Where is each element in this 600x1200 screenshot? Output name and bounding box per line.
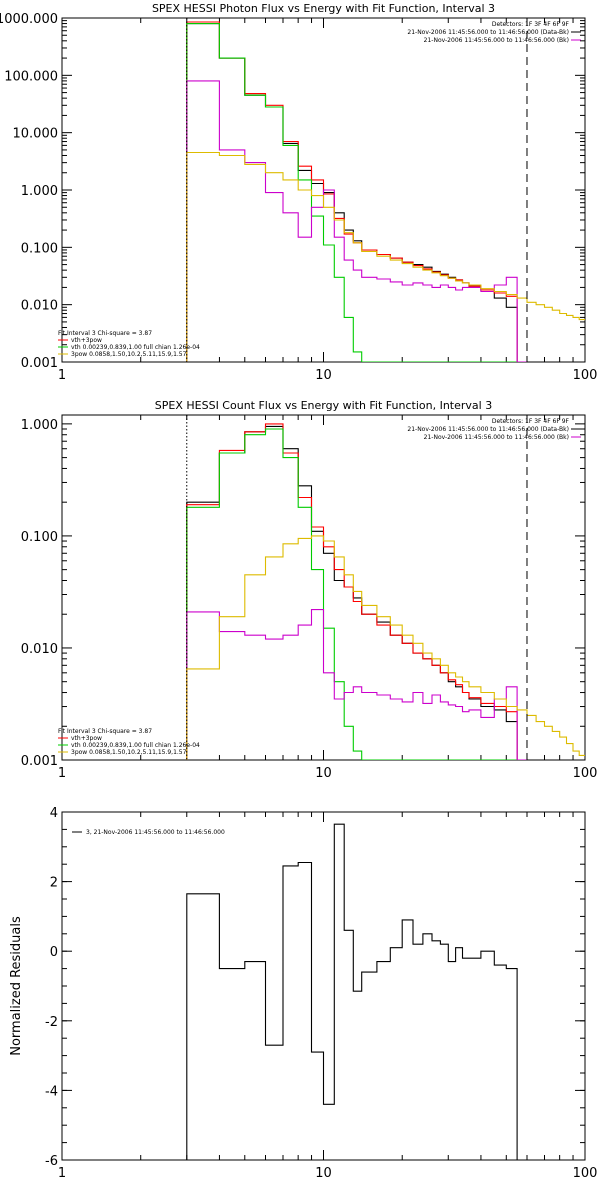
x-tick-label: 1 (58, 368, 66, 383)
y-tick-label: 0.001 (21, 356, 58, 371)
legend-header: Detectors: 1F 3F 4F 6F 9F (492, 21, 570, 28)
series-line-3 (186, 80, 527, 362)
x-tick-label: 10 (315, 766, 332, 781)
x-tick-label: 1 (58, 1166, 66, 1181)
series-line-0 (186, 823, 527, 1160)
fit-info-header: Fit Interval 3 Chi-square = 3.87 (58, 330, 152, 337)
y-tick-label: 0.010 (21, 642, 58, 657)
legend-entry: 3pow 0.0858,1.50,10.2,5.11,15.9,1.57 (71, 749, 187, 756)
y-tick-label: -2 (45, 1015, 58, 1030)
y-axis-label: Normalized Residuals (9, 916, 24, 1056)
series-line-0 (186, 23, 527, 362)
y-tick-label: 4 (50, 806, 58, 821)
series-line-2 (186, 428, 527, 760)
legend-entry: 21-Nov-2006 11:45:56.000 to 11:46:56.000… (424, 37, 569, 44)
photon-flux-panel: SPEX HESSI Photon Flux vs Energy with Fi… (0, 2, 597, 383)
y-tick-label: -6 (45, 1154, 58, 1169)
series-group (186, 823, 527, 1160)
y-tick-label: 1000.000 (0, 12, 58, 27)
chart-title: SPEX HESSI Count Flux vs Energy with Fit… (155, 399, 492, 412)
plot-frame (61, 811, 586, 1161)
series-line-1 (186, 21, 527, 362)
series-group (186, 423, 585, 760)
y-tick-label: 0 (50, 945, 58, 960)
legend-entry: 3pow 0.0858,1.50,10.2,5.11,15.9,1.57 (71, 351, 187, 358)
y-tick-label: -4 (45, 1084, 58, 1099)
y-tick-label: 1.000 (21, 418, 58, 433)
legend-entry: vth+3pow (71, 735, 102, 742)
y-tick-label: 0.010 (21, 299, 58, 314)
fit-info-header: Fit Interval 3 Chi-square = 3.87 (58, 728, 152, 735)
series-group (186, 21, 585, 362)
count-flux-panel: SPEX HESSI Count Flux vs Energy with Fit… (21, 399, 598, 781)
x-tick-label: 100 (573, 766, 598, 781)
legend-header: Detectors: 1F 3F 4F 6F 9F (492, 418, 570, 425)
x-tick-label: 1 (58, 766, 66, 781)
series-line-4 (186, 151, 585, 362)
legend-entry: 21-Nov-2006 11:45:56.000 to 11:46:56.000… (424, 434, 569, 441)
legend-entry: vth+3pow (71, 337, 102, 344)
legend-entry: vth 0.00239,0.839,1.00 full chian 1.26e-… (71, 344, 200, 351)
series-line-4 (186, 535, 585, 760)
x-tick-label: 10 (315, 1166, 332, 1181)
y-tick-label: 0.100 (21, 530, 58, 545)
legend-entry: 21-Nov-2006 11:45:56.000 to 11:46:56.000… (407, 29, 569, 36)
y-tick-label: 10.000 (13, 127, 59, 142)
x-tick-label: 100 (573, 1166, 598, 1181)
y-tick-label: 100.000 (4, 69, 58, 84)
legend-entry: 3, 21-Nov-2006 11:45:56.000 to 11:46:56.… (86, 829, 225, 836)
x-tick-label: 10 (315, 368, 332, 383)
series-line-3 (186, 609, 527, 760)
y-tick-label: 2 (50, 876, 58, 891)
series-line-2 (186, 23, 527, 362)
residuals-panel: Normalized Residuals 1 10 100 -6 -4 -2 0 2 4 3, 21… (9, 806, 597, 1181)
legend-entry: vth 0.00239,0.839,1.00 full chian 1.26e-… (71, 742, 200, 749)
y-tick-label: 0.001 (21, 754, 58, 769)
y-tick-label: 0.100 (21, 241, 58, 256)
x-tick-label: 100 (573, 368, 598, 383)
chart-title: SPEX HESSI Photon Flux vs Energy with Fi… (152, 2, 495, 15)
y-tick-label: 1.000 (21, 184, 58, 199)
legend-entry: 21-Nov-2006 11:45:56.000 to 11:46:56.000… (407, 426, 569, 433)
